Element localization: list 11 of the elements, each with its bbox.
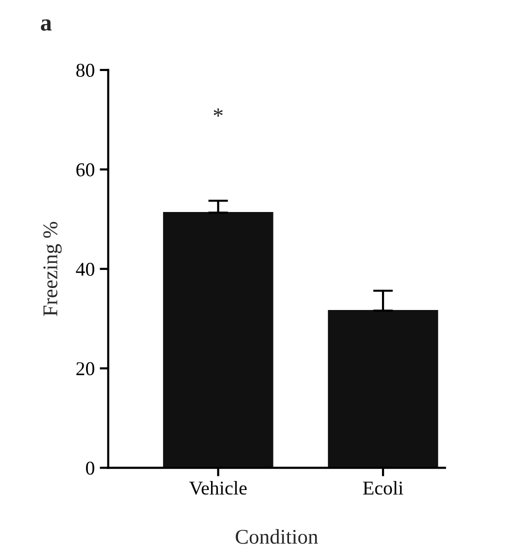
y-axis-title: Freezing % xyxy=(43,222,62,316)
x-tick-label: Vehicle xyxy=(189,480,247,495)
chart-title: a xyxy=(40,19,52,31)
annotation: * xyxy=(214,108,223,117)
x-axis-title: Condition xyxy=(236,529,318,544)
y-tick-label: 40 xyxy=(76,262,94,276)
y-tick-label: 20 xyxy=(76,362,94,376)
y-tick-label: 60 xyxy=(76,163,94,176)
x-tick-label: Ecoli xyxy=(363,480,404,495)
y-tick-label: 80 xyxy=(76,64,94,77)
y-tick-label: 0 xyxy=(86,462,94,475)
